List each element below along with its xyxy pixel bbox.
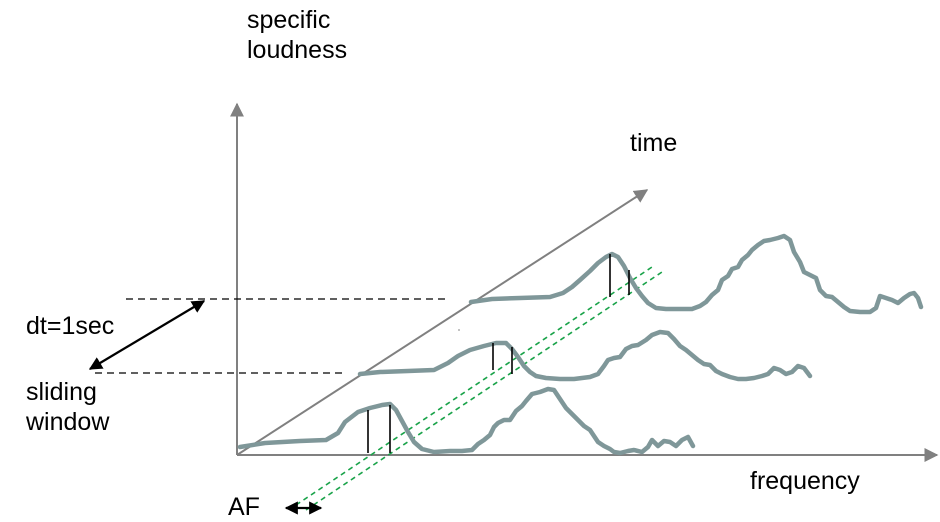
af-line-2 <box>305 271 663 511</box>
sliding-window-label-line-1: sliding <box>26 378 97 406</box>
dt-label: dt=1sec <box>26 312 115 340</box>
y-axis-label-line-2: loudness <box>247 36 348 64</box>
dt-arrow <box>88 300 206 370</box>
x-axis-label: frequency <box>750 467 860 495</box>
time-axis-label: time <box>630 129 678 157</box>
spectrum-curve-t0 <box>237 386 696 456</box>
time-axis <box>236 189 649 456</box>
spectrum-curve-t2 <box>468 233 924 315</box>
y-axis-label: specific loudness <box>247 5 347 65</box>
stray-dot <box>458 329 460 331</box>
y-axis-label-line-1: specific <box>247 6 331 34</box>
spectrum-curve-t1 <box>357 329 813 382</box>
af-label: AF <box>228 493 260 521</box>
sliding-window-label-line-2: window <box>26 408 110 436</box>
sliding-window-label: sliding window <box>26 377 109 437</box>
